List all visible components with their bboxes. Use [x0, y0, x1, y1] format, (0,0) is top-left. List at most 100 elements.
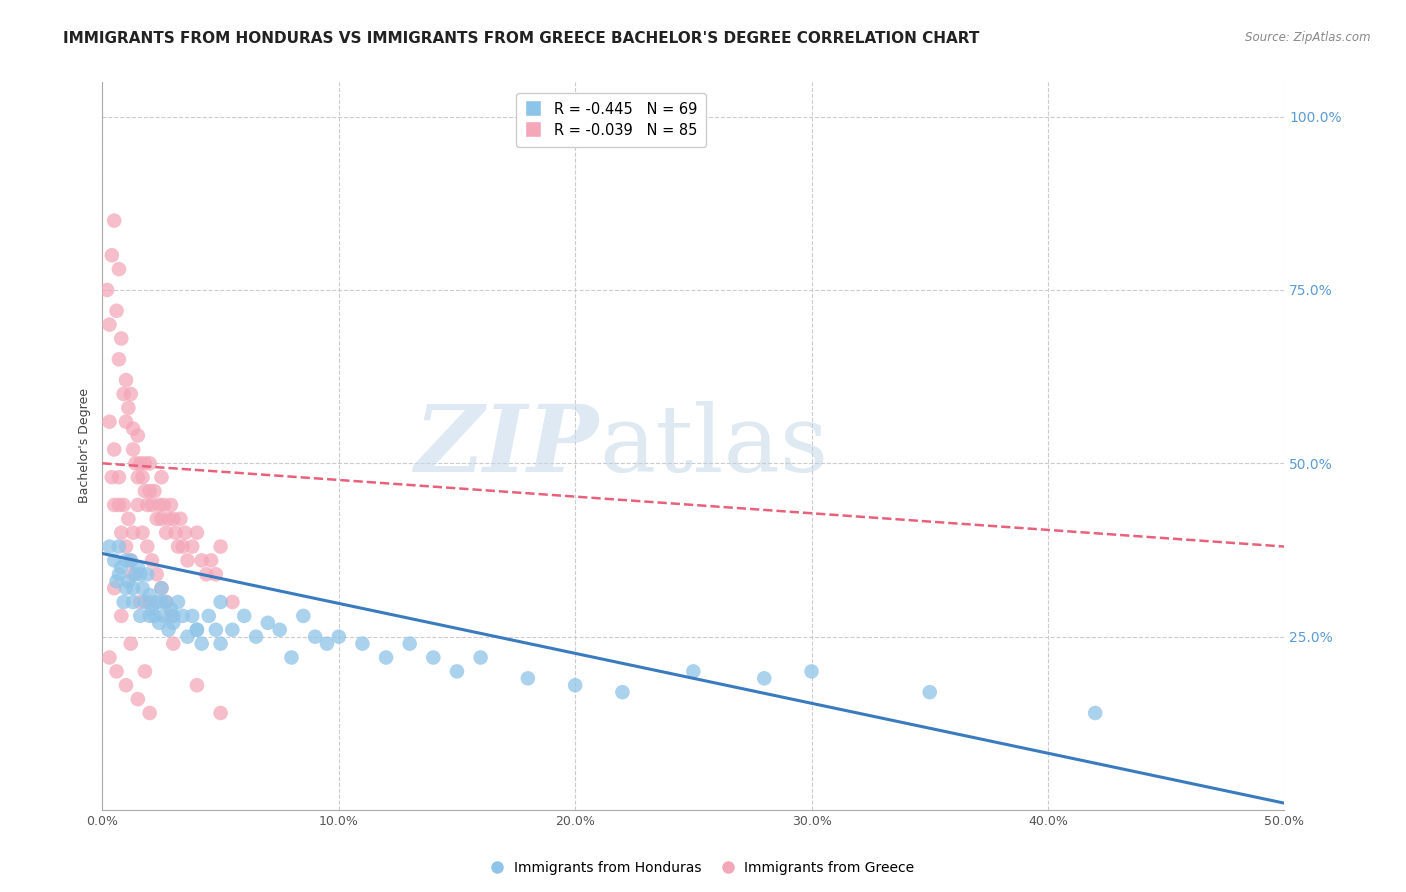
Point	[190, 553, 212, 567]
Point	[186, 525, 208, 540]
Point	[129, 456, 152, 470]
Point	[98, 415, 121, 429]
Point	[120, 387, 142, 401]
Point	[115, 581, 138, 595]
Point	[138, 456, 160, 470]
Point	[564, 678, 586, 692]
Point	[209, 706, 232, 720]
Point	[138, 608, 160, 623]
Point	[162, 615, 184, 630]
Point	[136, 540, 159, 554]
Point	[96, 283, 118, 297]
Point	[131, 525, 153, 540]
Point	[398, 637, 420, 651]
Point	[110, 560, 132, 574]
Point	[150, 581, 173, 595]
Point	[516, 671, 538, 685]
Point	[105, 665, 128, 679]
Point	[120, 553, 142, 567]
Point	[117, 512, 139, 526]
Point	[155, 595, 177, 609]
Point	[167, 540, 190, 554]
Point	[110, 331, 132, 345]
Point	[141, 553, 163, 567]
Point	[122, 581, 145, 595]
Point	[150, 581, 173, 595]
Point	[148, 615, 170, 630]
Point	[148, 498, 170, 512]
Point	[120, 637, 142, 651]
Point	[103, 581, 125, 595]
Point	[162, 637, 184, 651]
Point	[136, 498, 159, 512]
Point	[221, 623, 243, 637]
Point	[108, 498, 131, 512]
Point	[197, 608, 219, 623]
Legend: R = -0.445   N = 69, R = -0.039   N = 85: R = -0.445 N = 69, R = -0.039 N = 85	[516, 93, 706, 147]
Point	[1084, 706, 1107, 720]
Point	[304, 630, 326, 644]
Point	[195, 567, 218, 582]
Point	[174, 525, 197, 540]
Point	[422, 650, 444, 665]
Point	[129, 595, 152, 609]
Point	[157, 623, 180, 637]
Point	[209, 595, 232, 609]
Point	[138, 706, 160, 720]
Point	[112, 498, 135, 512]
Point	[138, 595, 160, 609]
Point	[169, 512, 191, 526]
Legend: Immigrants from Honduras, Immigrants from Greece: Immigrants from Honduras, Immigrants fro…	[486, 855, 920, 880]
Point	[101, 470, 124, 484]
Point	[108, 540, 131, 554]
Text: Source: ZipAtlas.com: Source: ZipAtlas.com	[1246, 31, 1371, 45]
Point	[103, 442, 125, 457]
Point	[117, 401, 139, 415]
Point	[115, 553, 138, 567]
Point	[122, 567, 145, 582]
Point	[108, 470, 131, 484]
Point	[153, 608, 176, 623]
Point	[122, 442, 145, 457]
Point	[127, 498, 149, 512]
Point	[209, 540, 232, 554]
Point	[160, 608, 183, 623]
Point	[162, 512, 184, 526]
Point	[162, 608, 184, 623]
Point	[105, 574, 128, 589]
Point	[115, 373, 138, 387]
Point	[153, 498, 176, 512]
Point	[328, 630, 350, 644]
Point	[143, 484, 166, 499]
Point	[138, 588, 160, 602]
Point	[186, 678, 208, 692]
Point	[150, 512, 173, 526]
Point	[200, 553, 222, 567]
Point	[352, 637, 374, 651]
Point	[110, 525, 132, 540]
Point	[98, 650, 121, 665]
Point	[122, 422, 145, 436]
Point	[98, 318, 121, 332]
Point	[233, 608, 256, 623]
Point	[101, 248, 124, 262]
Point	[103, 213, 125, 227]
Point	[176, 553, 198, 567]
Point	[134, 595, 156, 609]
Point	[103, 553, 125, 567]
Point	[269, 623, 291, 637]
Point	[103, 498, 125, 512]
Point	[150, 470, 173, 484]
Point	[127, 560, 149, 574]
Point	[105, 303, 128, 318]
Point	[115, 415, 138, 429]
Point	[108, 262, 131, 277]
Point	[205, 623, 228, 637]
Point	[245, 630, 267, 644]
Point	[124, 567, 146, 582]
Point	[682, 665, 704, 679]
Point	[112, 595, 135, 609]
Point	[145, 567, 167, 582]
Point	[122, 525, 145, 540]
Point	[176, 630, 198, 644]
